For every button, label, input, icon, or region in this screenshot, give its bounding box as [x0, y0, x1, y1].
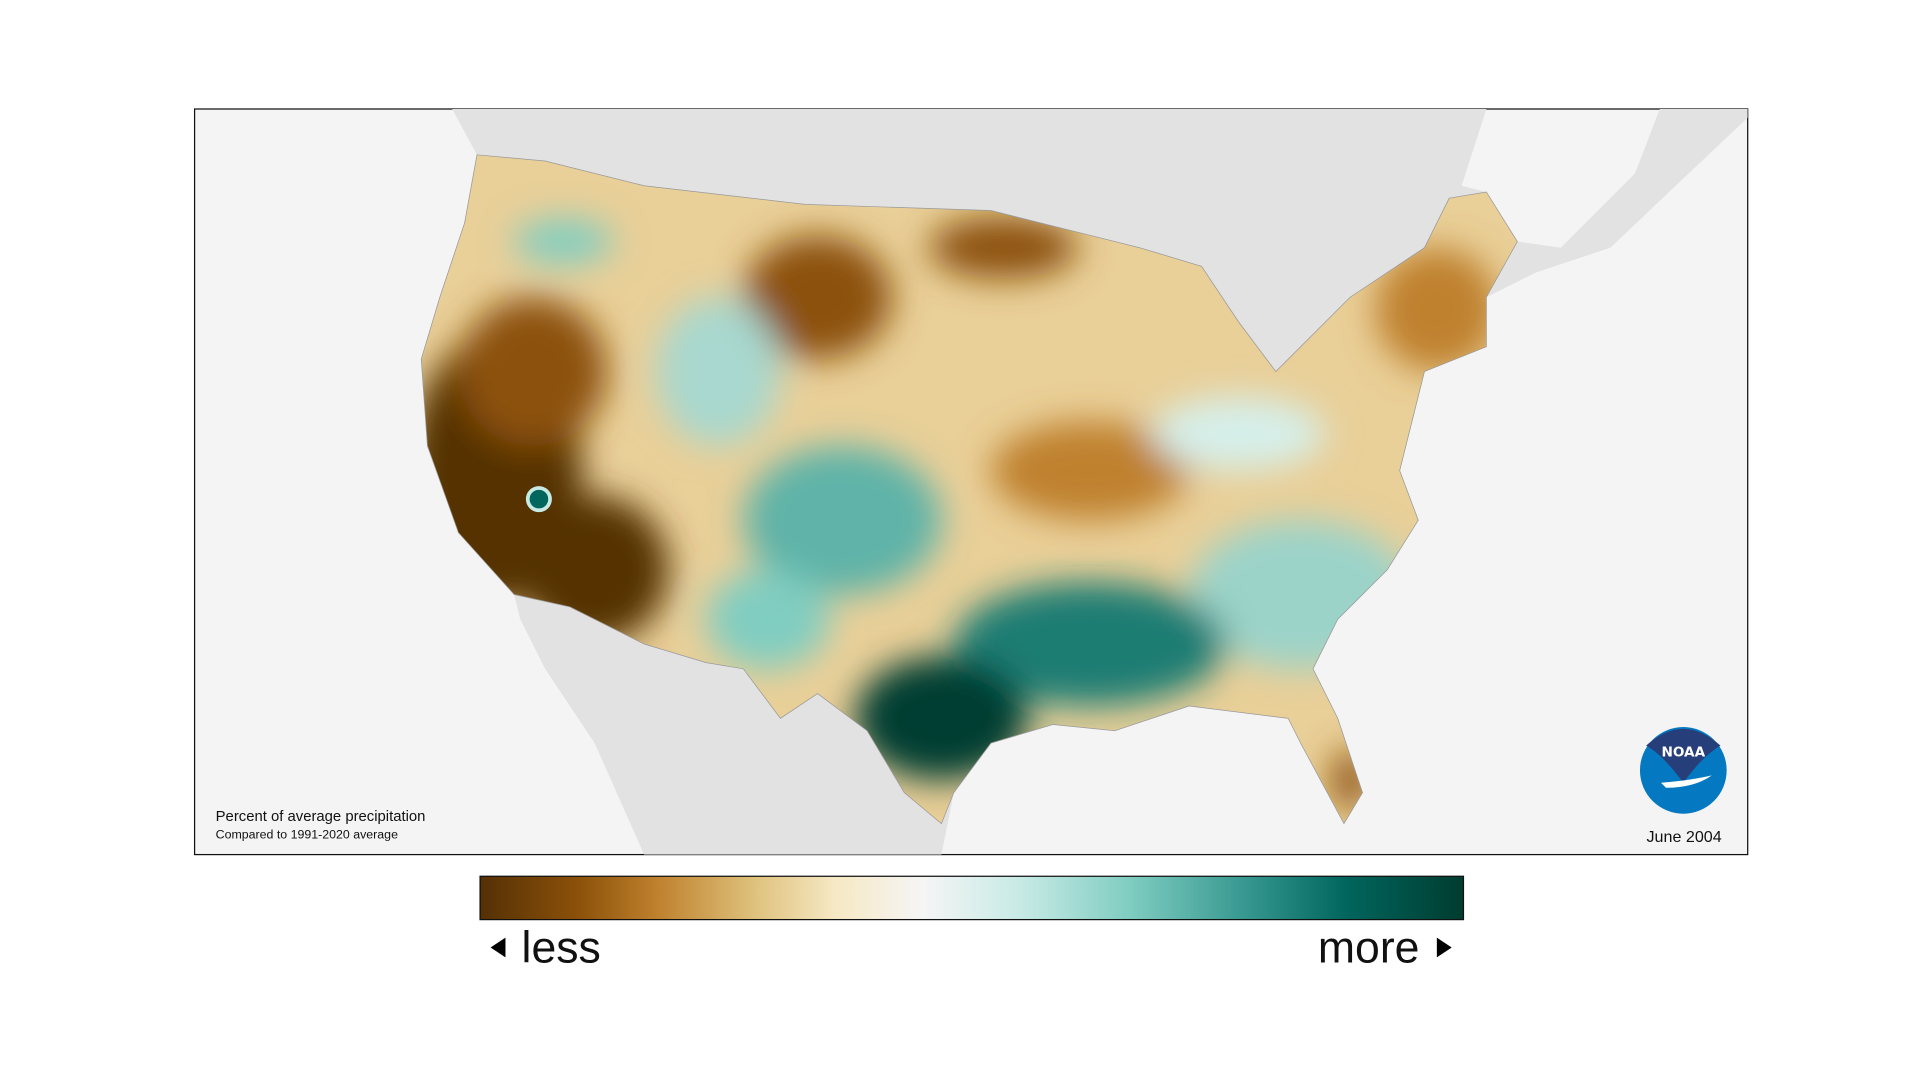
- noaa-logo-text: NOAA: [1661, 745, 1705, 761]
- right-arrow-icon: [1436, 937, 1452, 958]
- colorbar: [479, 875, 1465, 921]
- left-arrow-icon: [490, 937, 506, 958]
- map-title: Percent of average precipitation: [216, 809, 426, 825]
- map-date: June 2004: [1647, 828, 1722, 846]
- mexico-land: [514, 594, 954, 855]
- map-frame: Percent of average precipitation Compare…: [193, 108, 1749, 856]
- map-subtitle: Compared to 1991-2020 average: [216, 827, 398, 841]
- noaa-logo: NOAA: [1639, 727, 1727, 814]
- less-label: less: [522, 923, 601, 972]
- color-legend: less more: [479, 875, 1465, 972]
- more-label: more: [1318, 923, 1420, 972]
